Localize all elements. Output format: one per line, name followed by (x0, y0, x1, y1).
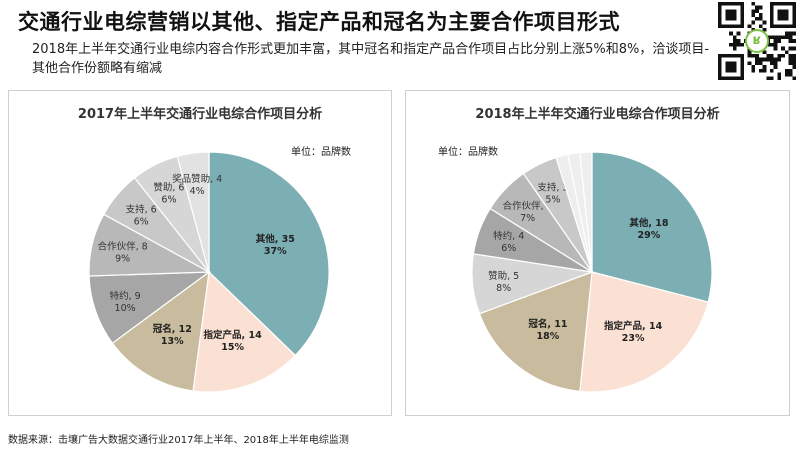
slice-label: 指定产品, 14 23% (604, 320, 663, 344)
slice-label: 特约, 9 10% (110, 290, 141, 314)
unit-label: 单位：品牌数 (438, 147, 498, 158)
slice-label: 指定产品, 14 15% (204, 329, 263, 353)
source-note: 数据来源：击壤广告大数据交通行业2017年上半年、2018年上半年电综监测 (8, 435, 349, 446)
chart-title: 2018年上半年交通行业电综合作项目分析 (475, 107, 720, 122)
pie-slice (111, 270, 210, 392)
chart-panel-2017: 2017年上半年交通行业电综合作项目分析 单位：品牌数 其他, 35 37% 指定产… (8, 90, 392, 416)
unit-label: 单位：品牌数 (291, 147, 351, 158)
pie-slice (208, 151, 330, 357)
chart-panel-2018: 2018年上半年交通行业电综合作项目分析 单位：品牌数 其他, 18 29% 指定产… (405, 90, 790, 416)
slice-label: 冠名, 11 18% (528, 318, 567, 342)
slice-label: 其他, 18 29% (629, 217, 669, 241)
qr-code-icon (718, 2, 796, 80)
slice-label: 冠名, 12 13% (153, 323, 192, 347)
slice-label: 支持, 3 5% (537, 181, 568, 205)
pie-slice (192, 270, 297, 393)
pie-slice (478, 271, 593, 393)
qr-code: ʁ (718, 2, 796, 80)
qr-logo: ʁ (745, 29, 769, 53)
page-subtitle: 2018年上半年交通行业电综内容合作形式更加丰富，其中冠名和指定产品合作项目占比… (32, 42, 710, 76)
slice-label: 合作伙伴, 4 7% (503, 200, 553, 224)
slice-label: 赞助, 6 6% (153, 182, 184, 206)
slice-label: 支持, 6 6% (126, 204, 157, 228)
slice-label: 其他, 35 37% (256, 233, 295, 257)
pie-slice (579, 271, 709, 393)
pie-chart-2018: 其他, 18 29% 指定产品, 14 23% 冠名, 11 18% 赞助, 5 8% 特约, … (471, 151, 713, 393)
page-title: 交通行业电综营销以其他、指定产品和冠名为主要合作项目形式 (18, 10, 620, 34)
slice-label: 合作伙伴, 8 9% (98, 240, 148, 264)
chart-title: 2017年上半年交通行业电综合作项目分析 (77, 107, 323, 122)
slice-label: 赞助, 5 8% (488, 270, 519, 294)
pie-slice (579, 151, 593, 273)
pie-slice (591, 151, 713, 303)
slice-label: 特约, 4 6% (493, 230, 524, 254)
pie-slice (176, 151, 210, 273)
slice-label: 奖品赞助, 4 4% (172, 173, 222, 197)
pie-chart-2017: 其他, 35 37% 指定产品, 14 15% 冠名, 12 13% 特约, 9 10% 合作伙… (88, 151, 330, 393)
